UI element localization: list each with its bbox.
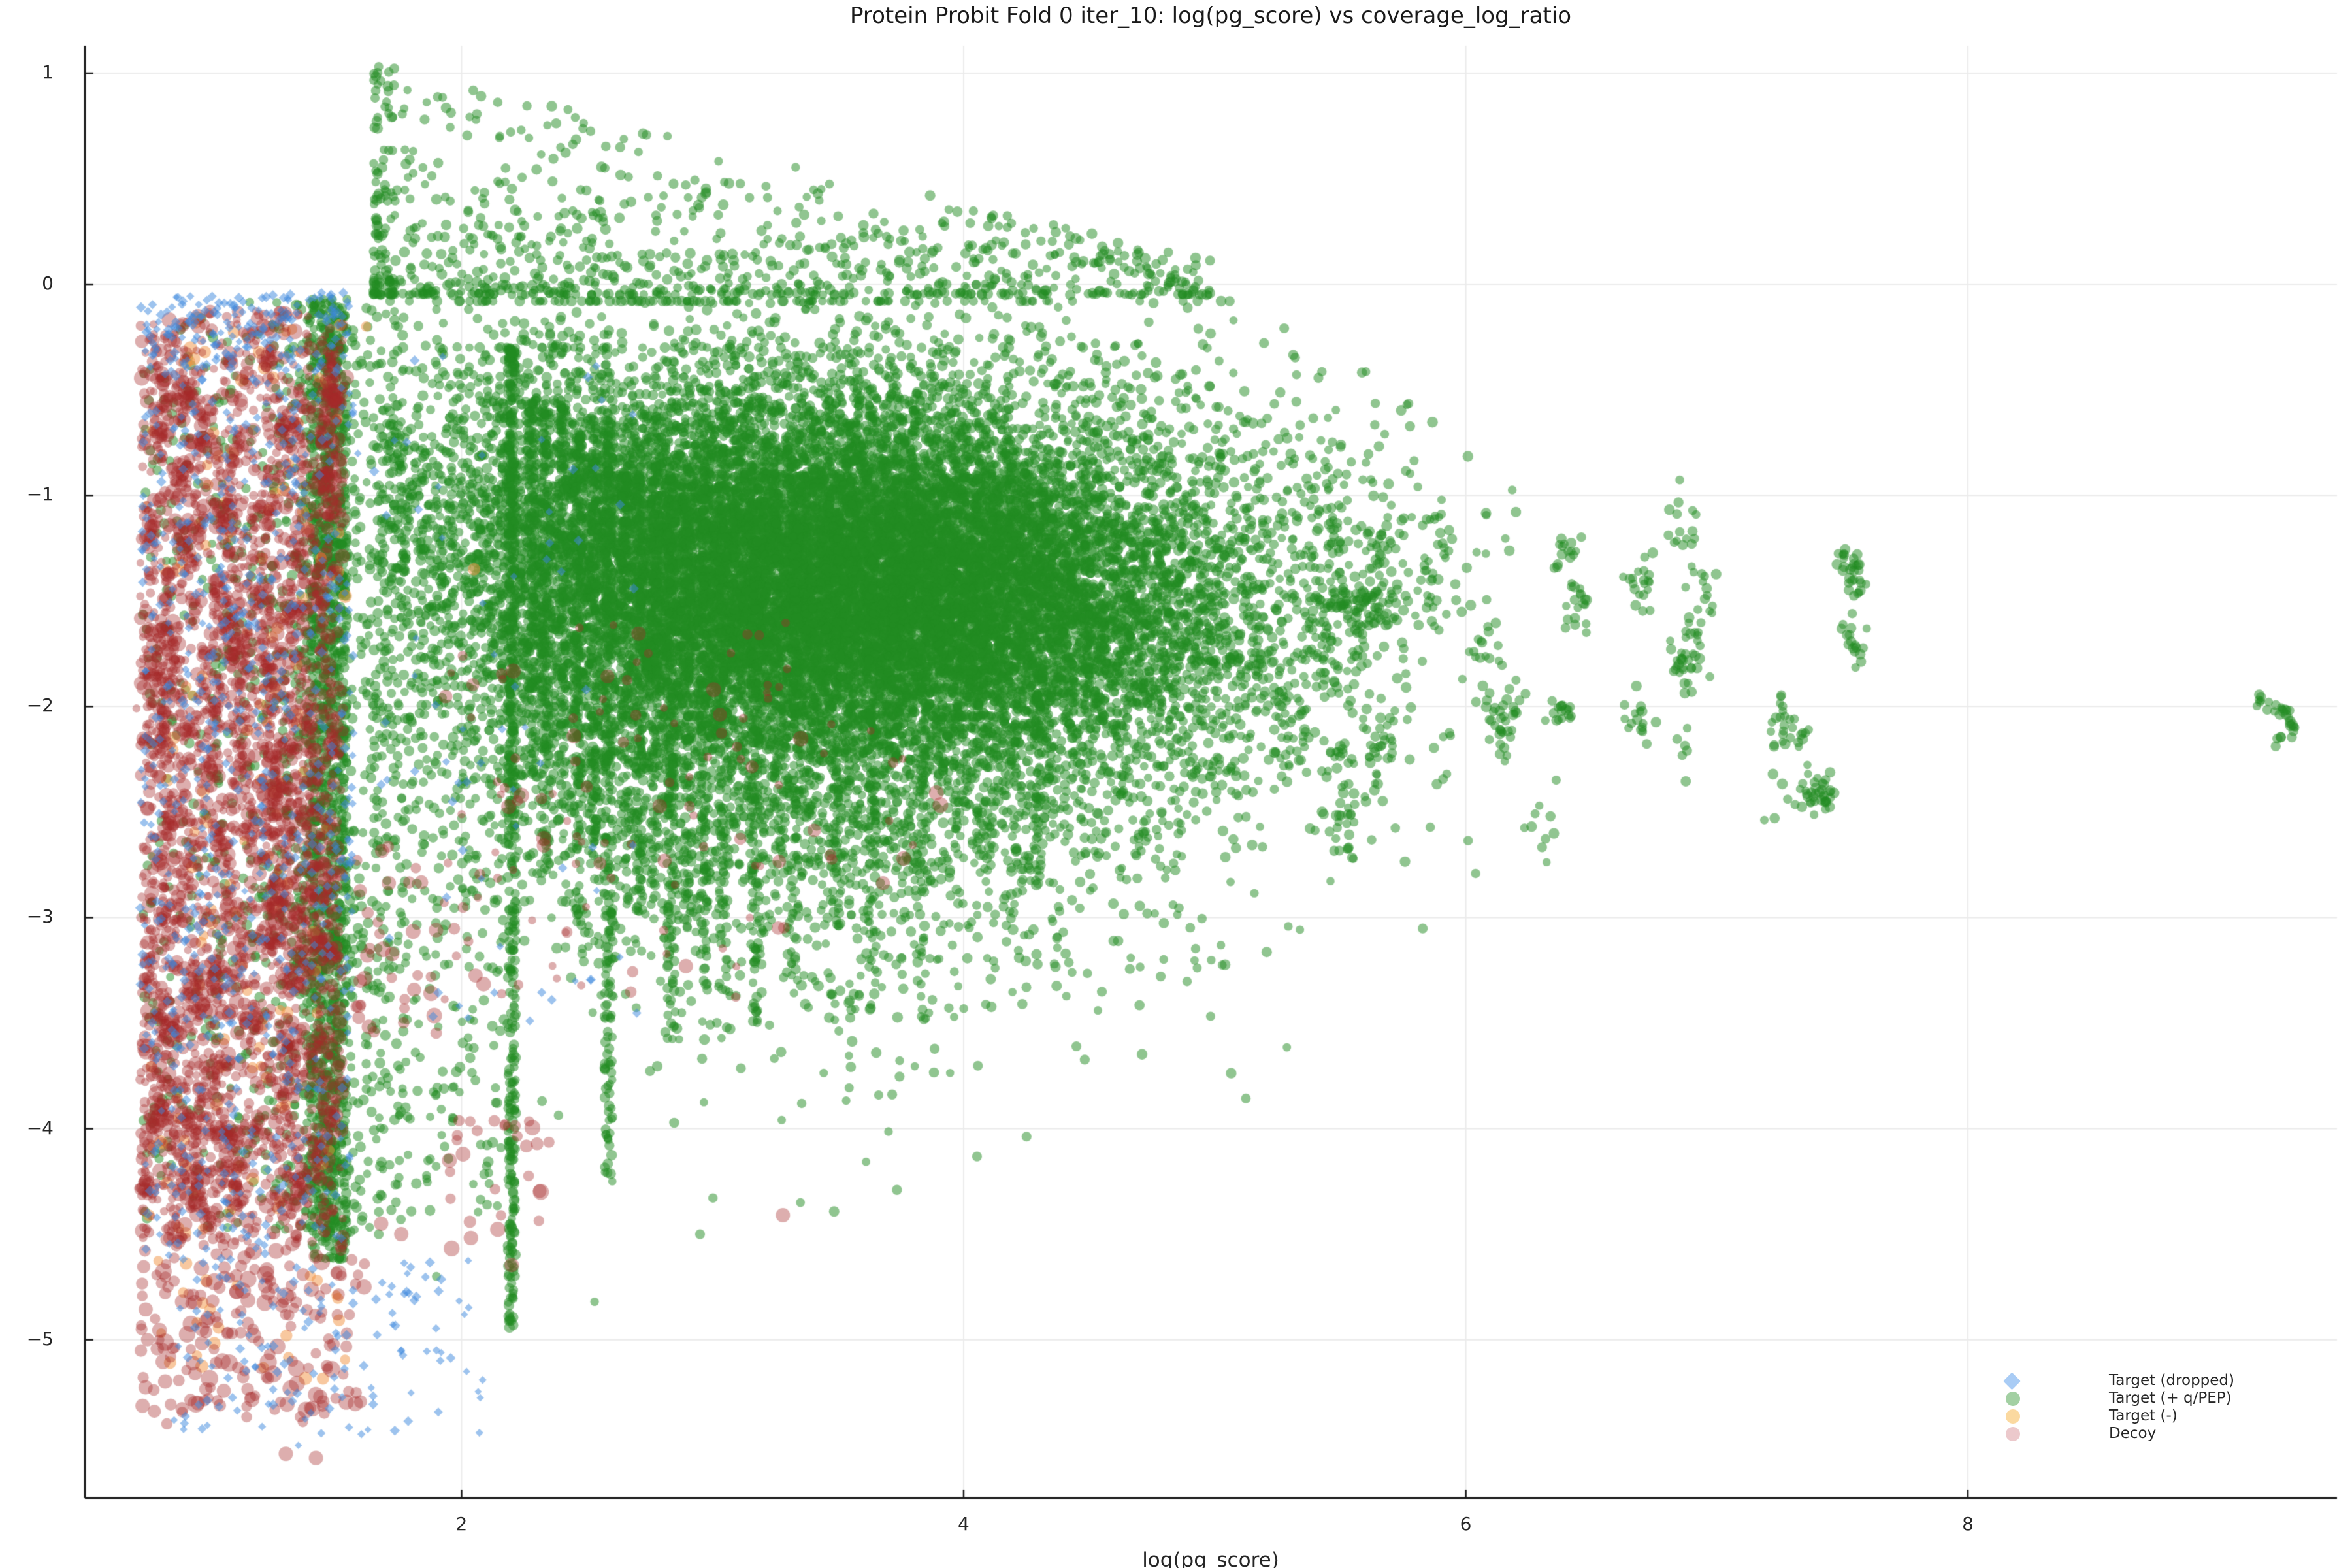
- legend-item-label: Target (dropped): [2109, 1372, 2234, 1389]
- y-tick-label: −4: [26, 1117, 54, 1139]
- legend-item-label: Target (+ q/PEP): [2109, 1390, 2232, 1407]
- y-tick-label: −3: [26, 906, 54, 928]
- y-tick-label: 1: [42, 61, 54, 83]
- y-tick-label: 0: [42, 272, 54, 295]
- chart-title: Protein Probit Fold 0 iter_10: log(pg_sc…: [849, 3, 1572, 29]
- legend-item-label: Decoy: [2109, 1425, 2157, 1442]
- legend-circle-icon: [2006, 1409, 2020, 1424]
- legend-circle-icon: [2006, 1391, 2020, 1406]
- x-tick-label: 4: [958, 1513, 970, 1535]
- y-tick-label: −1: [26, 483, 54, 506]
- x-tick-label: 2: [455, 1513, 468, 1535]
- x-tick-label: 8: [1962, 1513, 1974, 1535]
- legend-circle-icon: [2006, 1426, 2020, 1441]
- y-tick-label: −5: [26, 1328, 54, 1350]
- legend-item-label: Target (-): [2109, 1407, 2178, 1424]
- x-axis-label: log(pg_score): [1142, 1548, 1279, 1568]
- y-tick-label: −2: [26, 694, 54, 717]
- x-tick-label: 6: [1460, 1513, 1472, 1535]
